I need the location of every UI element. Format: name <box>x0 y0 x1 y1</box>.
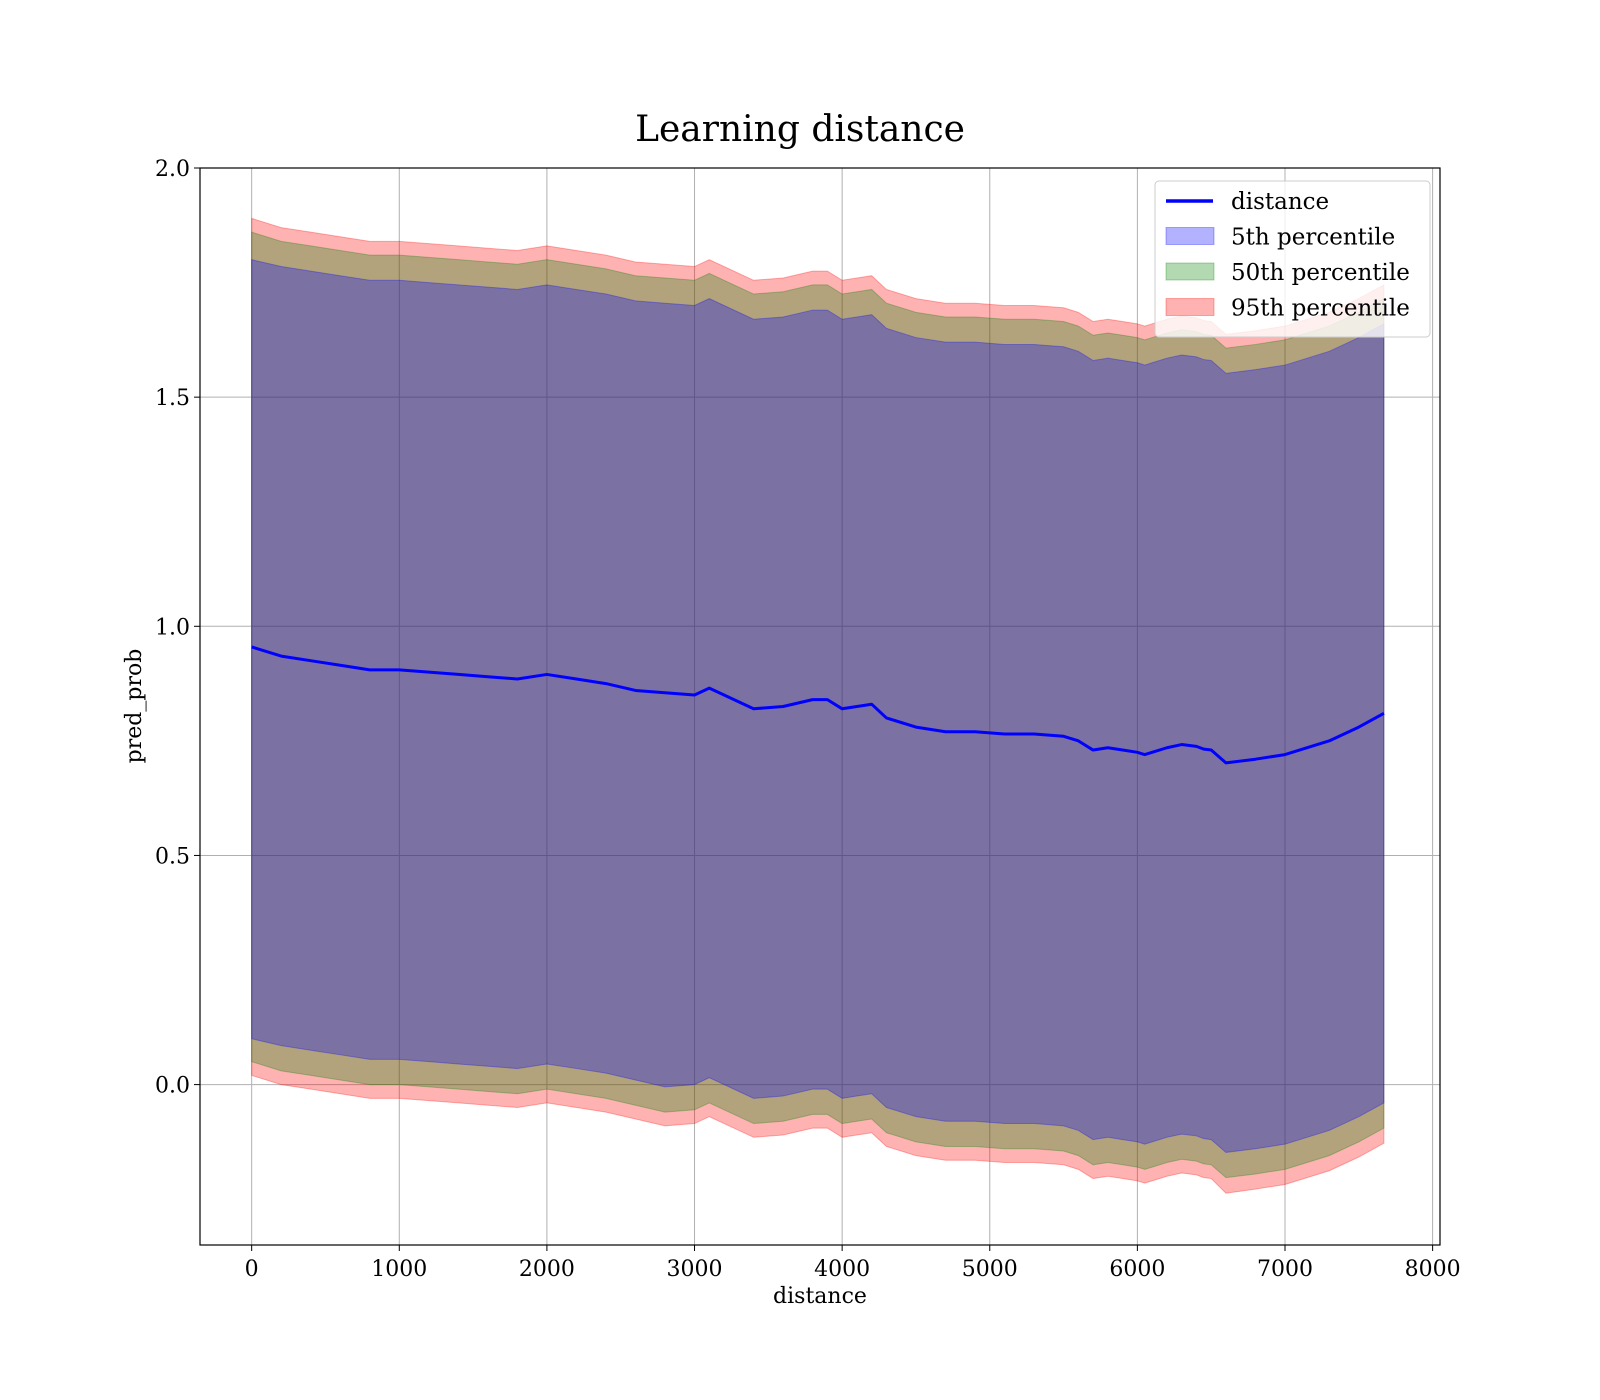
x-tick-label: 2000 <box>519 1257 575 1282</box>
legend-swatch-50th-percentile <box>1165 262 1215 281</box>
y-tick-label: 1.0 <box>155 615 190 640</box>
x-tick-label: 3000 <box>667 1257 723 1282</box>
series-lines <box>251 645 1385 765</box>
legend-swatch-5th-percentile <box>1165 227 1215 245</box>
legend: distance 5th percentile 50th percentile 95t… <box>1154 180 1431 338</box>
y-axis-label: pred_prob <box>122 649 147 764</box>
legend-label-5th-percentile: 5th percentile <box>1231 225 1395 251</box>
x-tick-label: 1000 <box>371 1257 427 1282</box>
y-tick-label: 0.5 <box>155 844 190 869</box>
legend-swatch-95th-percentile <box>1165 298 1215 316</box>
x-tick-label: 0 <box>245 1257 259 1282</box>
legend-label-distance: distance <box>1231 189 1329 215</box>
plot-frame <box>199 167 1441 1246</box>
band-50th-percentile <box>251 231 1385 1179</box>
x-tick-label: 4000 <box>814 1257 870 1282</box>
chart-title: Learning distance <box>635 109 965 150</box>
x-axis-label: distance <box>773 1284 867 1309</box>
x-tick-label: 6000 <box>1109 1257 1165 1282</box>
x-tick-label: 8000 <box>1405 1257 1461 1282</box>
x-axis: 0 1000 2000 3000 4000 5000 6000 7000 8000 <box>245 1245 1461 1282</box>
y-axis: 0.0 0.5 1.0 1.5 2.0 <box>155 157 200 1099</box>
y-tick-label: 1.5 <box>155 386 190 411</box>
legend-box <box>1154 180 1431 338</box>
band-5th-percentile <box>251 259 1385 1153</box>
x-tick-label: 5000 <box>962 1257 1018 1282</box>
band-95th-percentile <box>251 217 1385 1194</box>
legend-label-50th-percentile: 50th percentile <box>1231 260 1410 286</box>
x-tick-label: 7000 <box>1257 1257 1313 1282</box>
y-tick-label: 2.0 <box>155 157 190 182</box>
legend-label-95th-percentile: 95th percentile <box>1231 296 1410 322</box>
line-distance <box>251 645 1385 765</box>
y-tick-label: 0.0 <box>155 1074 190 1099</box>
percentile-bands <box>251 217 1385 1194</box>
